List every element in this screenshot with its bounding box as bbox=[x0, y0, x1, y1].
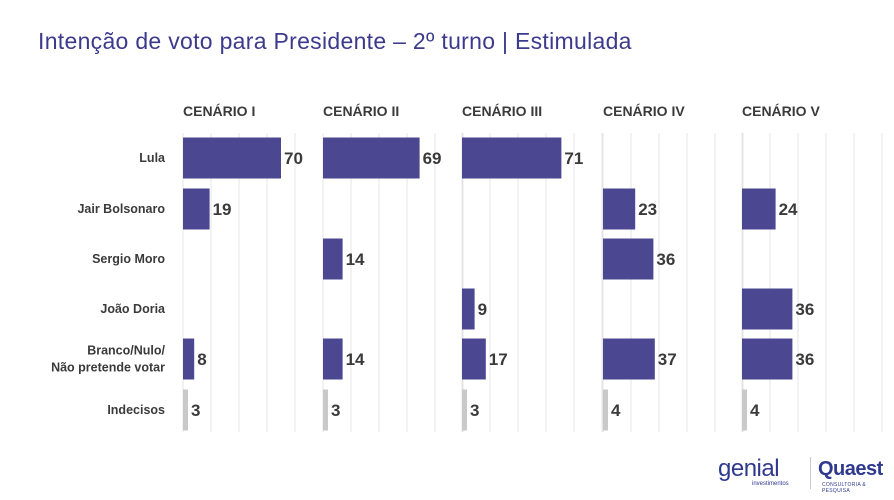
vote-bar bbox=[323, 338, 343, 380]
value-label: 3 bbox=[191, 401, 200, 420]
scenario-header: CENÁRIO III bbox=[462, 103, 542, 119]
vote-bar bbox=[462, 288, 475, 330]
value-label: 23 bbox=[638, 200, 657, 219]
vote-bar bbox=[742, 188, 776, 230]
candidate-label: Sergio Moro bbox=[92, 252, 165, 266]
chart-title: Intenção de voto para Presidente – 2º tu… bbox=[38, 28, 632, 54]
scenario-header: CENÁRIO IV bbox=[603, 103, 685, 119]
candidate-label: Jair Bolsonaro bbox=[77, 202, 165, 216]
candidate-label: Indecisos bbox=[107, 403, 165, 417]
value-label: 3 bbox=[470, 401, 479, 420]
vote-bar bbox=[183, 137, 281, 179]
value-label: 14 bbox=[346, 250, 365, 269]
undecided-bar bbox=[742, 389, 747, 431]
vote-bar bbox=[742, 338, 793, 380]
quaest-logo-subtitle: CONSULTORIA & PESQUISA bbox=[822, 482, 867, 494]
value-label: 36 bbox=[795, 350, 814, 369]
value-label: 70 bbox=[284, 149, 303, 168]
candidate-label: João Doria bbox=[100, 302, 166, 316]
vote-bar bbox=[603, 188, 636, 230]
value-label: 71 bbox=[564, 149, 583, 168]
undecided-bar bbox=[603, 389, 608, 431]
vote-bar bbox=[183, 338, 195, 380]
value-label: 3 bbox=[331, 401, 340, 420]
genial-logo: genial bbox=[718, 455, 780, 482]
scenario-header: CENÁRIO V bbox=[742, 103, 820, 119]
vote-bar bbox=[603, 338, 655, 380]
scenario-header: CENÁRIO II bbox=[323, 103, 399, 119]
value-label: 19 bbox=[213, 200, 232, 219]
quaest-logo: Quaest bbox=[818, 458, 883, 480]
value-label: 17 bbox=[489, 350, 508, 369]
chart: Lula Jair Bolsonaro Sergio Moro João Doria B… bbox=[51, 103, 883, 432]
logo-divider bbox=[810, 457, 811, 489]
undecided-bar bbox=[183, 389, 188, 431]
logos: genial investimentos Quaest CONSULTORIA … bbox=[718, 455, 888, 495]
scenario-header: CENÁRIO I bbox=[183, 103, 255, 119]
vote-bar bbox=[742, 288, 793, 330]
value-label: 36 bbox=[795, 300, 814, 319]
candidate-label: Lula bbox=[139, 151, 166, 165]
value-label: 36 bbox=[656, 250, 675, 269]
vote-bar bbox=[603, 238, 654, 280]
value-label: 24 bbox=[779, 200, 798, 219]
value-label: 69 bbox=[423, 149, 442, 168]
candidate-label: Não pretende votar bbox=[51, 361, 165, 375]
value-label: 4 bbox=[750, 401, 760, 420]
value-label: 9 bbox=[478, 300, 487, 319]
vote-bar bbox=[462, 137, 562, 179]
undecided-bar bbox=[462, 389, 467, 431]
vote-bar bbox=[462, 338, 486, 380]
value-label: 14 bbox=[346, 350, 365, 369]
vote-bar bbox=[323, 137, 420, 179]
candidate-label: Branco/Nulo/ bbox=[87, 344, 165, 358]
undecided-bar bbox=[323, 389, 328, 431]
value-label: 4 bbox=[611, 401, 621, 420]
value-label: 37 bbox=[658, 350, 677, 369]
value-label: 8 bbox=[197, 350, 206, 369]
vote-bar bbox=[323, 238, 343, 280]
genial-logo-subtitle: investimentos bbox=[752, 481, 789, 487]
vote-bar bbox=[183, 188, 210, 230]
